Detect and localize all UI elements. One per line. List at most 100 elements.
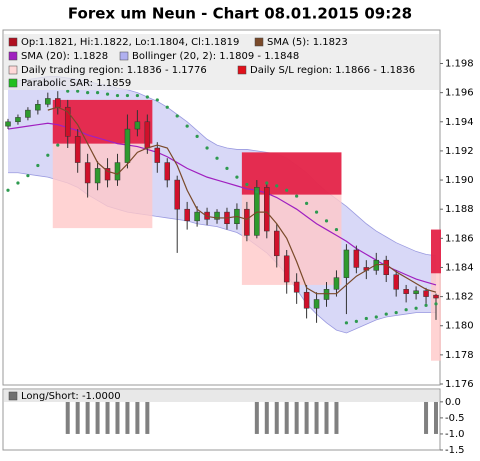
candle-body — [74, 136, 81, 163]
sar-dot — [384, 312, 388, 316]
sar-dot — [314, 210, 319, 214]
chart-title: Forex um Neun - Chart 08.01.2015 09:28 — [68, 5, 412, 23]
candle-body — [124, 128, 131, 163]
sar-dot — [364, 316, 368, 321]
candle-body — [164, 162, 171, 181]
y-tick-label: 1.194 — [445, 117, 474, 128]
candle-body — [343, 249, 350, 278]
candle-body — [373, 259, 380, 271]
legend-label: SMA (20): 1.1828 — [21, 51, 108, 62]
sar-dot — [36, 163, 40, 168]
bar — [434, 401, 438, 434]
sar-dot — [404, 308, 408, 312]
sar-dot — [185, 124, 189, 128]
sar-dot — [6, 188, 10, 192]
y-tick-label: -1.5 — [445, 445, 465, 456]
bar — [85, 401, 90, 434]
bar — [294, 401, 299, 434]
legend-swatch — [237, 65, 247, 75]
candle-body — [55, 98, 61, 108]
sar-dot — [175, 114, 179, 118]
legend-swatch — [8, 65, 18, 75]
sar-dot — [394, 311, 398, 315]
legend-label: SMA (5): 1.1823 — [267, 37, 348, 48]
sar-dot — [115, 93, 120, 98]
sar-dot — [86, 91, 90, 95]
candle-body — [114, 162, 121, 181]
sar-dot — [255, 190, 259, 194]
candle-body — [104, 168, 111, 181]
sar-dot — [414, 306, 418, 310]
candle-body — [15, 117, 21, 123]
candle-body — [303, 291, 310, 309]
bar — [304, 401, 309, 434]
y-tick-label: 1.184 — [445, 262, 474, 273]
sar-dot — [295, 194, 299, 198]
candle-body — [423, 290, 429, 297]
y-tick-label: 0.0 — [445, 397, 461, 408]
bar — [284, 401, 289, 434]
candle-body — [84, 162, 91, 184]
candle-body — [353, 249, 360, 268]
y-tick-label: 1.178 — [445, 350, 474, 361]
sar-dot — [245, 182, 249, 187]
sar-dot — [285, 188, 289, 192]
candle-body — [413, 290, 419, 294]
sar-dot — [434, 302, 438, 306]
bar — [115, 401, 120, 434]
sar-dot — [235, 175, 239, 179]
candle-body — [35, 104, 41, 111]
candle-body — [64, 106, 71, 137]
candle-body — [323, 289, 330, 300]
sar-dot — [195, 134, 199, 138]
legend-swatch — [8, 37, 18, 47]
candle-body — [25, 109, 31, 118]
candle-body — [393, 274, 399, 290]
bar — [135, 401, 140, 434]
candle-body — [194, 211, 200, 222]
sar-dot — [66, 89, 70, 93]
bar — [105, 401, 110, 434]
candle-body — [433, 294, 439, 299]
y-tick-label: 1.190 — [445, 175, 474, 186]
candle-body — [264, 187, 270, 232]
y-tick-label: -1.0 — [445, 429, 465, 440]
bar — [95, 401, 100, 434]
sar-dot — [205, 146, 209, 150]
legend-swatch — [8, 51, 18, 61]
candle-body — [333, 277, 340, 290]
candle-body — [383, 259, 389, 275]
y-tick-label: 1.186 — [445, 233, 474, 244]
legend-label: Daily trading region: 1.1836 - 1.1776 — [21, 65, 207, 76]
sar-dot — [424, 303, 428, 307]
bar — [314, 401, 319, 434]
bar — [334, 401, 339, 434]
bar — [274, 401, 279, 434]
candle-body — [184, 208, 190, 222]
legend-label: Daily S/L region: 1.1866 - 1.1836 — [250, 65, 415, 76]
sar-dot — [165, 105, 169, 109]
sar-dot — [215, 156, 219, 160]
sar-dot — [56, 143, 60, 147]
sar-dot — [275, 184, 279, 188]
sar-dot — [16, 181, 20, 185]
bar — [75, 401, 80, 434]
sar-dot — [334, 227, 339, 232]
candle-body — [144, 121, 151, 149]
sar-dot — [265, 181, 269, 185]
legend-box — [4, 34, 439, 90]
legend-label: Op:1.1821, Hi:1.1822, Lo:1.1804, Cl:1.18… — [21, 37, 239, 48]
candle-body — [313, 299, 320, 309]
sar-dot — [105, 92, 110, 96]
y-tick-label: 1.176 — [445, 379, 474, 390]
sar-dot — [155, 98, 159, 102]
bar — [324, 401, 329, 434]
sar-dot — [225, 166, 229, 170]
sar-dot — [344, 321, 349, 325]
candle-body — [5, 121, 11, 127]
bar — [264, 401, 269, 434]
candle-body — [244, 208, 250, 236]
legend-swatch — [119, 51, 129, 61]
legend-label: Parabolic SAR: 1.1859 — [21, 78, 131, 89]
